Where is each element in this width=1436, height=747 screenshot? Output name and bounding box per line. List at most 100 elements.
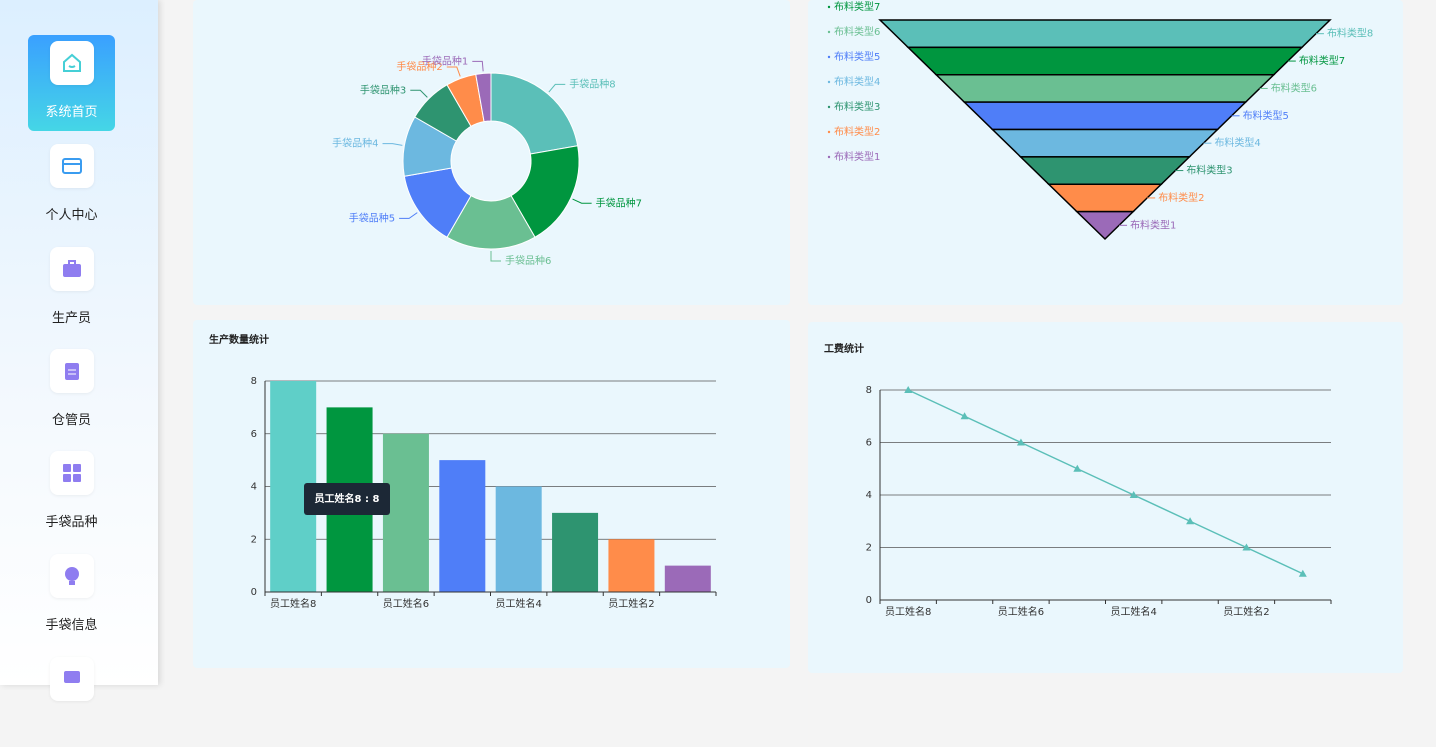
marker [960,412,969,420]
y-tick-label: 6 [251,429,257,440]
leader-line [472,60,484,72]
segment-label: 布料类型7 [1299,54,1345,67]
legend-marker [827,30,831,34]
menu-label: 手袋品种 [45,515,98,530]
legend-marker [827,80,831,84]
slice-label: 手袋品种8 [569,77,615,90]
bar [439,460,486,592]
leader-line [548,83,566,93]
menu-label: 系统首页 [45,105,98,120]
x-tick-label: 员工姓名4 [1111,605,1157,618]
y-tick-label: 4 [866,490,872,501]
y-tick-label: 8 [866,385,872,396]
x-tick-label: 员工姓名6 [383,597,429,610]
y-tick-label: 2 [866,543,872,554]
charts: 手袋品种8 手袋品种7 手袋品种6 手袋品种5 手袋品种4 手袋品种3 手袋品种2手袋品种1… [209,0,1373,618]
funnel-segment [906,46,1304,76]
legend-marker [827,130,831,134]
pie-slice [490,72,579,155]
segment-label: 布料类型5 [1243,109,1289,122]
marker [1129,491,1138,498]
x-tick-label: 员工姓名2 [608,597,654,610]
panel [808,322,1403,673]
menu-label: 手袋信息 [45,618,98,633]
y-tick-label: 0 [866,595,872,606]
legend-marker [827,55,831,59]
line [907,389,1304,575]
y-tick-label: 0 [251,587,257,598]
sidebar: 系统首页 个人中心 生产员 仓管员 手袋品种 手袋信息 [0,0,158,701]
marker [1016,438,1025,446]
slice-label: 手袋品种7 [596,196,642,209]
segment-label: 布料类型8 [1327,27,1373,40]
x-tick-label: 员工姓名4 [496,597,542,610]
menu-item[interactable]: 手袋品种 [28,445,115,541]
y-tick-label: 2 [251,534,257,545]
chart-title: 生产数量统计 [209,333,269,346]
menu-label: 仓管员 [51,413,91,428]
slice-label: 手袋品种2 [396,60,442,73]
menu-item[interactable]: 系统首页 [28,35,115,131]
bar [664,565,711,592]
legend-label: 布料类型2 [834,125,880,138]
menu-item[interactable]: 手袋信息 [28,548,115,644]
funnel-segment [878,19,1332,49]
bar [495,486,542,592]
slice-label: 手袋品种1 [422,54,468,67]
bar [382,433,429,592]
legend-label: 布料类型1 [834,150,880,163]
icon [50,451,94,495]
legend-marker [827,5,831,9]
menu-label: 生产员 [51,311,91,326]
segment-label: 布料类型2 [1158,191,1204,204]
legend-label: 布料类型3 [834,100,880,113]
funnel-segment [962,101,1248,131]
funnel-segment [934,74,1276,103]
funnel-segment [990,128,1220,158]
menu-item[interactable]: 个人中心 [28,138,115,234]
x-tick-label: 员工姓名8 [885,605,931,618]
menu-item[interactable]: 仓管员 [28,343,115,439]
marker [1186,517,1195,525]
y-tick-label: 8 [251,376,257,387]
segment-label: 布料类型3 [1186,164,1232,177]
y-tick-label: 4 [251,482,257,493]
icon [50,144,94,188]
tooltip-text: 员工姓名8 : 8 [315,492,380,505]
segment-label: 布料类型1 [1130,218,1176,231]
segment-label: 布料类型6 [1271,81,1317,94]
x-tick-label: 员工姓名8 [270,597,316,610]
marker [1242,543,1251,551]
pie-slice [475,72,492,123]
funnel-segment [1018,156,1192,185]
leader-line [410,89,428,98]
bar [552,512,599,592]
slice-label: 手袋品种4 [332,137,378,150]
menu-item[interactable]: 生产员 [28,241,115,337]
icon [50,41,94,85]
legend-label: 布料类型5 [834,50,880,63]
legend-marker [827,105,831,109]
legend-marker [827,155,831,159]
icon [50,349,94,393]
marker [904,386,913,393]
legend-label: 布料类型4 [834,75,880,88]
funnel-segment [1046,183,1164,213]
y-tick-label: 6 [866,438,872,449]
chart-title: 工费统计 [824,342,864,355]
icon [50,247,94,291]
leader-line [399,212,418,219]
leader-line [446,66,461,77]
marker [1073,464,1082,472]
icon [50,554,94,598]
slice-label: 手袋品种3 [360,83,406,96]
leader-line [572,198,592,204]
slice-label: 手袋品种5 [349,211,395,224]
legend-label: 布料类型6 [834,25,880,38]
segment-label: 布料类型4 [1214,136,1260,149]
tooltip [304,483,390,515]
menu-label: 个人中心 [45,208,98,223]
leader-line [490,251,501,262]
x-tick-label: 员工姓名6 [998,605,1044,618]
slice-label: 手袋品种6 [505,254,551,267]
